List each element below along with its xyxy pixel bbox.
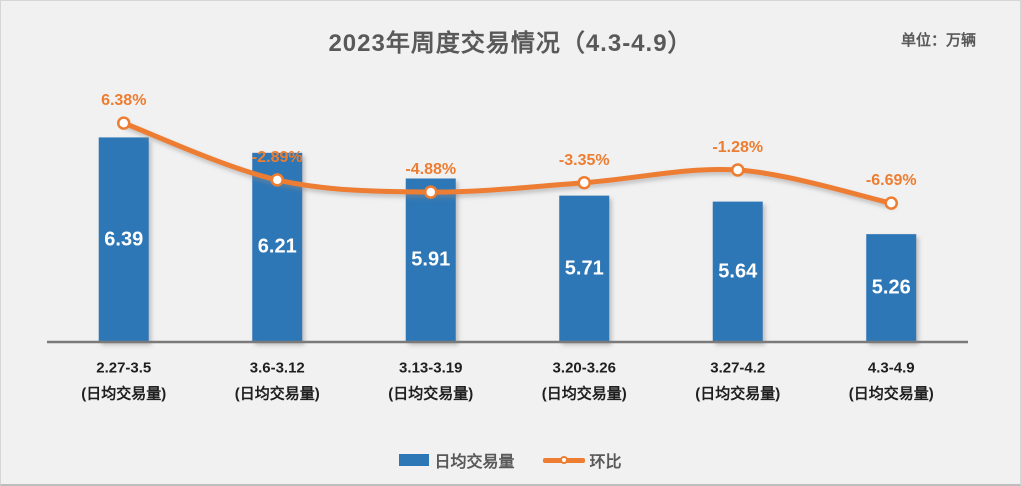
- bar: [405, 178, 456, 342]
- line-marker: [117, 116, 131, 130]
- bar: [98, 137, 149, 342]
- bar: [559, 195, 610, 342]
- legend-label-bar: 日均交易量: [434, 454, 515, 471]
- bar: [712, 201, 763, 342]
- line-marker: [577, 175, 591, 190]
- legend-item-bar-series: 日均交易量: [399, 448, 515, 472]
- line-marker: [270, 173, 284, 187]
- line-series-swatch-icon: [542, 454, 585, 466]
- bars-layer: [98, 137, 917, 342]
- legend-label-line: 环比: [589, 454, 622, 471]
- bar-series-swatch-icon: [399, 454, 430, 466]
- line-marker: [884, 196, 898, 210]
- line-marker: [424, 185, 438, 199]
- ratio-line: [121, 120, 894, 206]
- legend-item-line-series: 环比: [542, 448, 622, 472]
- chart-title: 2023年周度交易情况（4.3-4.9）: [328, 30, 693, 57]
- bar: [866, 234, 917, 342]
- line-layer: [117, 116, 898, 210]
- unit-label: 单位：万辆: [900, 32, 976, 49]
- line-marker: [731, 163, 745, 177]
- legend: 日均交易量 环比: [1, 447, 1020, 473]
